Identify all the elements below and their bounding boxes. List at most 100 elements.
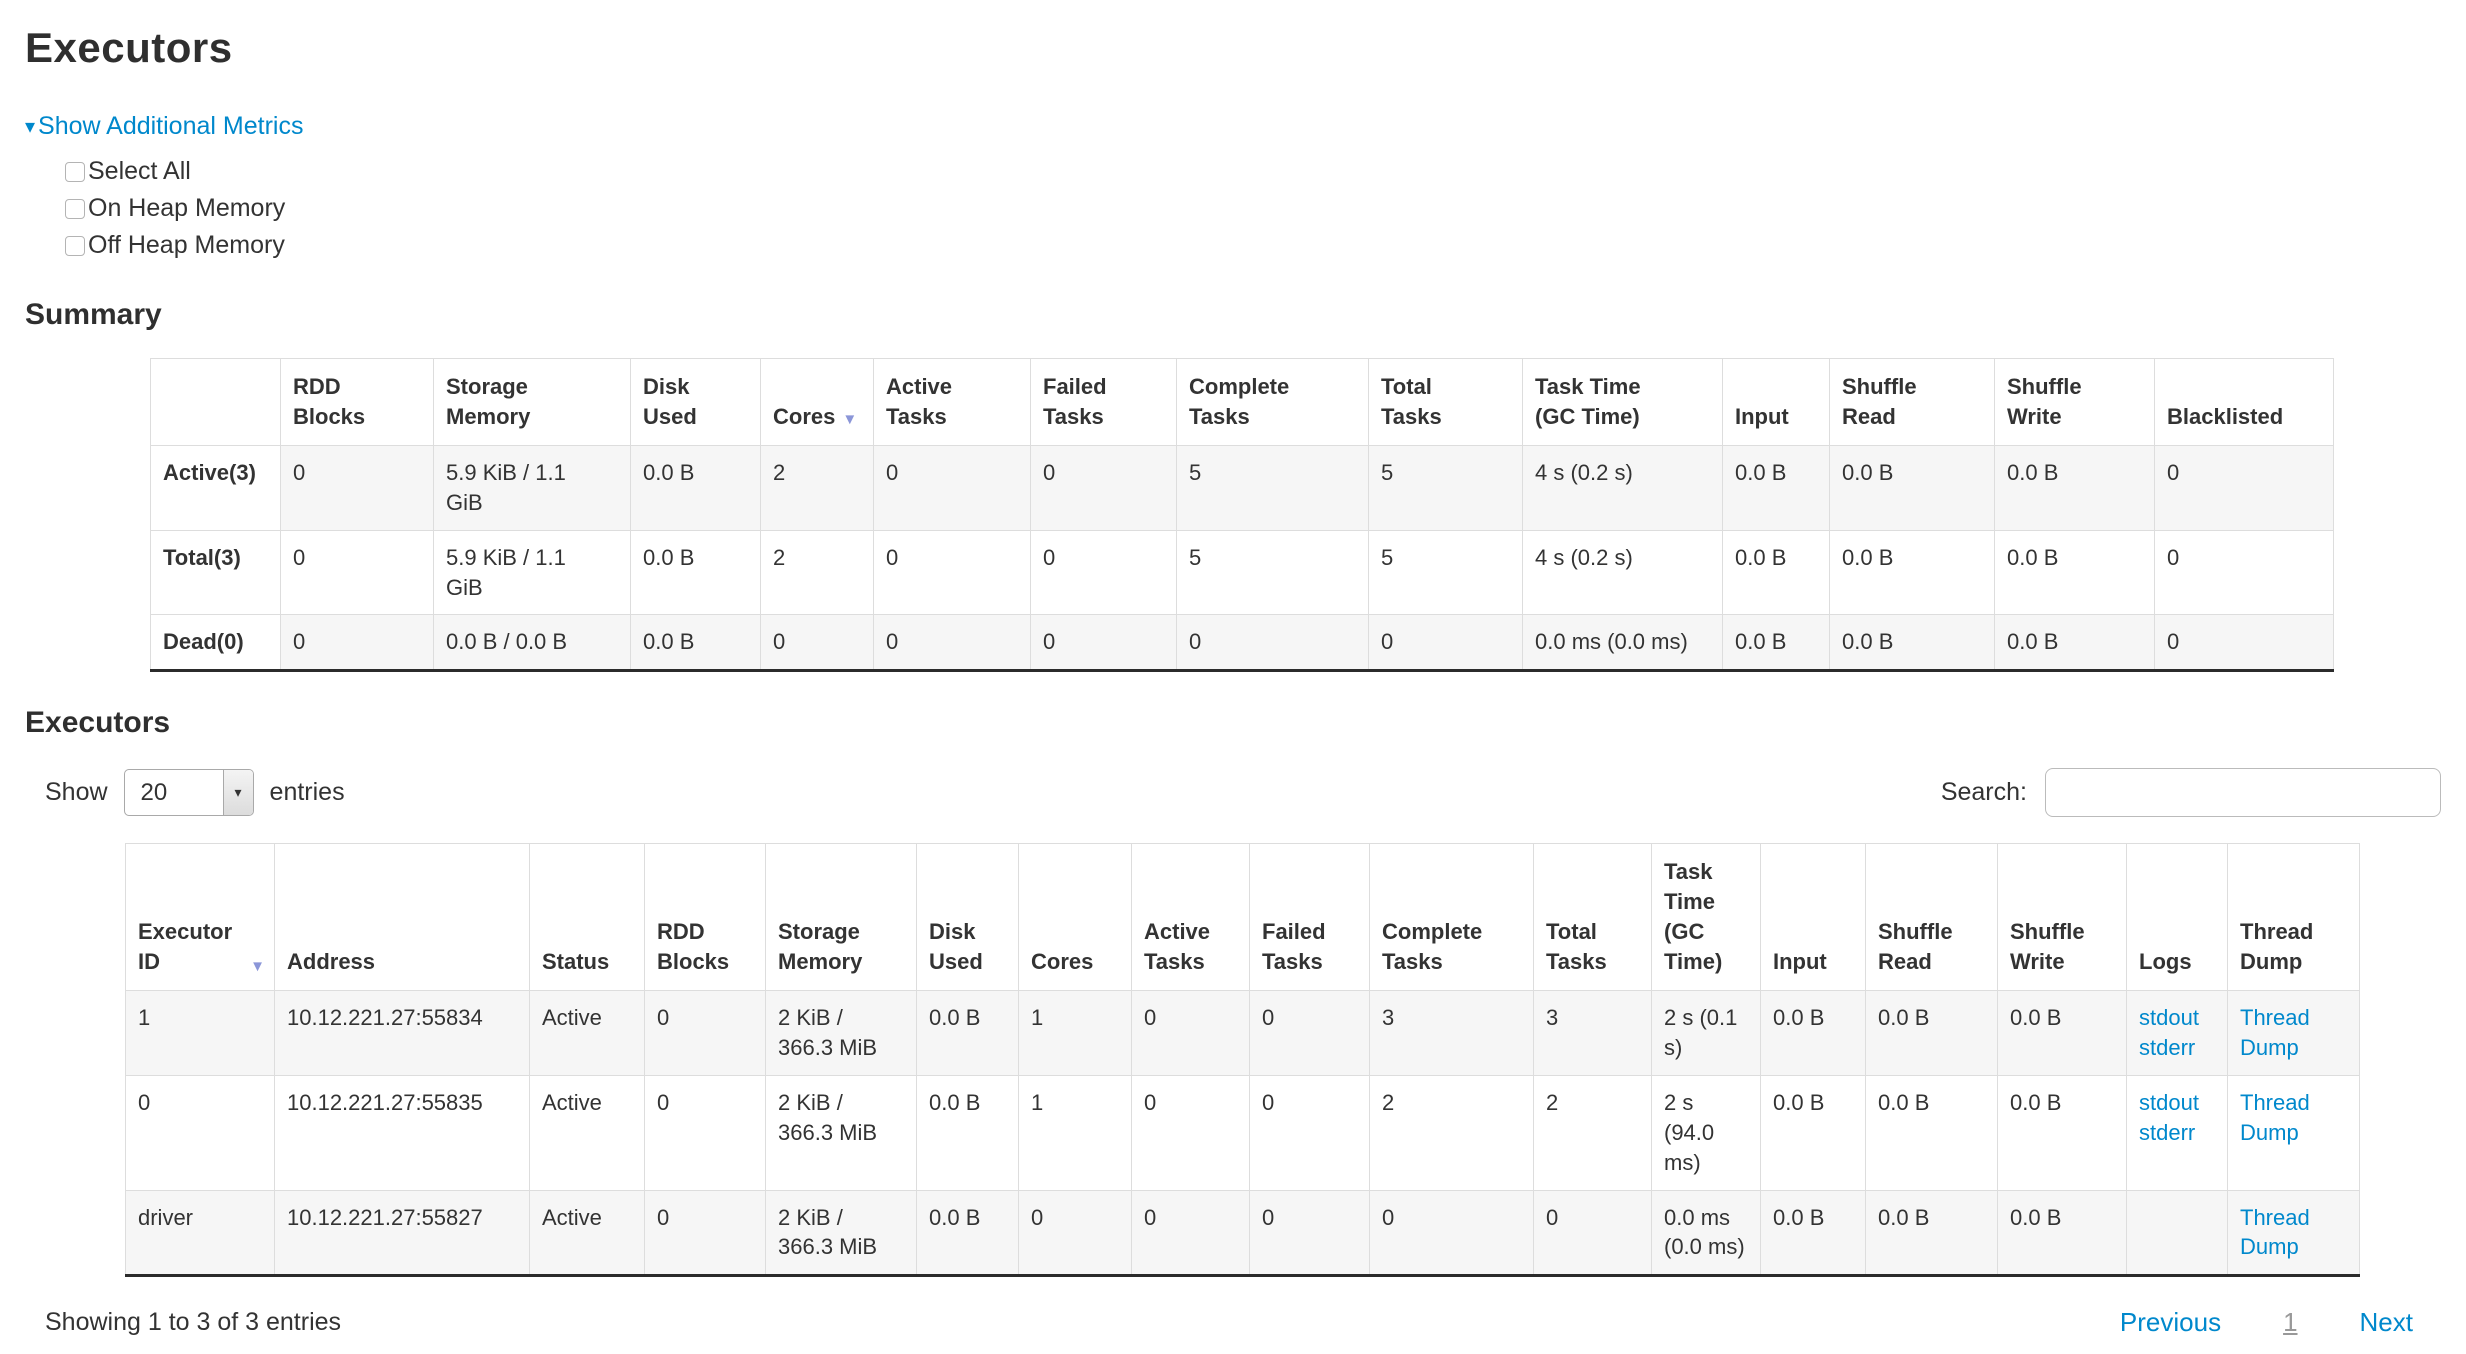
cell-value: 1 (138, 1004, 151, 1030)
table-cell: 0 (1030, 444, 1177, 531)
table-search: Search: (1941, 768, 2441, 818)
column-header[interactable]: Blacklisted (2154, 358, 2334, 446)
column-header[interactable]: Storage Memory (433, 358, 631, 446)
cell-value: 0 (1381, 629, 1394, 655)
table-cell: 0.0 B (1865, 1189, 1998, 1277)
column-header[interactable]: Cores (1018, 843, 1132, 991)
table-cell: 0.0 B (1829, 529, 1995, 616)
column-header[interactable]: Task Time (GC Time) (1522, 358, 1723, 446)
column-header[interactable]: Failed Tasks (1249, 843, 1370, 991)
cell-value: 0 (657, 1089, 670, 1115)
cell-value: 0 (1262, 1004, 1275, 1030)
table-cell: 0.0 B (1829, 444, 1995, 531)
table-cell: 0 (1249, 1189, 1370, 1277)
column-header[interactable]: Disk Used (630, 358, 761, 446)
cell-value: 2 s (94.0 ms) (1664, 1089, 1715, 1175)
column-header[interactable]: Thread Dump (2227, 843, 2360, 991)
off-heap-memory-checkbox[interactable] (65, 235, 85, 256)
column-header-label: Active Tasks (886, 374, 953, 429)
cell-value: 0.0 B (1735, 459, 1787, 485)
table-cell: 3 (1369, 989, 1534, 1076)
entries-select-wrap: 20 ▾ (123, 769, 254, 817)
cell-value: driver (138, 1204, 194, 1230)
cell-value: 0.0 B (1842, 629, 1894, 655)
checkbox-label: Select All (88, 157, 191, 185)
table-cell: 0 (644, 1189, 766, 1277)
cell-value: 0.0 B (643, 459, 695, 485)
column-header[interactable]: RDD Blocks (644, 843, 766, 991)
cell-value: 10.12.221.27:55835 (287, 1089, 483, 1115)
cell-value: 0 (1546, 1204, 1559, 1230)
column-header[interactable]: RDD Blocks (280, 358, 434, 446)
column-header[interactable]: Shuffle Write (1994, 358, 2155, 446)
previous-page-link[interactable]: Previous (2119, 1307, 2222, 1338)
column-header[interactable]: Input (1722, 358, 1830, 446)
column-header-label: Total Tasks (1381, 374, 1442, 429)
column-header-label: Failed Tasks (1262, 919, 1326, 975)
next-page-link[interactable]: Next (2359, 1307, 2413, 1338)
table-cell: 0.0 B (1865, 1074, 1998, 1191)
column-header[interactable]: Shuffle Write (1997, 843, 2127, 991)
cell-value: 0 (1189, 629, 1202, 655)
cell-value: Active (542, 1089, 602, 1115)
cell-value: 0 (1043, 544, 1056, 570)
show-additional-metrics-toggle[interactable]: ▾ Show Additional Metrics (25, 112, 303, 141)
column-header[interactable]: Shuffle Read (1829, 358, 1995, 446)
table-cell: 0.0 B (916, 989, 1019, 1076)
stdout-log-link[interactable]: stdout (2139, 1089, 2199, 1115)
cell-value: 0.0 B (1878, 1204, 1930, 1230)
thread-dump-link[interactable]: Thread Dump (2240, 1089, 2310, 1145)
cell-value: 0.0 B (929, 1204, 981, 1230)
column-header[interactable]: Storage Memory (765, 843, 917, 991)
table-cell: 0 (1249, 989, 1370, 1076)
column-header[interactable]: Active Tasks (873, 358, 1031, 446)
cell-value: 4 s (0.2 s) (1535, 459, 1633, 485)
column-header[interactable]: Cores ▼ (760, 358, 874, 446)
cell-value: 4 s (0.2 s) (1535, 544, 1633, 570)
thread-dump-cell: Thread Dump (2227, 1189, 2360, 1277)
column-header[interactable]: Task Time (GC Time) (1651, 843, 1761, 991)
executors-table: Executor ID ▼ Address Status RDD Blocks Stora… (125, 843, 2360, 1278)
column-header[interactable]: Complete Tasks (1176, 358, 1369, 446)
column-header-label: Total Tasks (1546, 919, 1607, 975)
cell-value: 0 (293, 459, 306, 485)
column-header[interactable] (150, 358, 281, 446)
select-all-checkbox[interactable] (65, 161, 85, 182)
cell-value: 0.0 B (929, 1089, 981, 1115)
chevron-down-icon: ▾ (25, 115, 36, 138)
column-header[interactable]: Logs (2126, 843, 2228, 991)
stderr-log-link[interactable]: stderr (2139, 1119, 2196, 1145)
stdout-log-link[interactable]: stdout (2139, 1004, 2199, 1030)
stderr-log-link[interactable]: stderr (2139, 1034, 2196, 1060)
cell-value: 0 (1144, 1089, 1157, 1115)
on-heap-memory-checkbox[interactable] (65, 198, 85, 219)
table-cell: 5 (1368, 444, 1523, 531)
column-header[interactable]: Executor ID ▼ (125, 843, 275, 991)
show-label: Show (45, 778, 108, 807)
column-header-label: Shuffle Write (2010, 919, 2085, 975)
table-cell: 0 (280, 529, 434, 616)
search-input[interactable] (2045, 768, 2441, 818)
page-number-link[interactable]: 1 (2283, 1307, 2298, 1338)
column-header[interactable]: Input (1760, 843, 1866, 991)
column-header[interactable]: Active Tasks (1131, 843, 1250, 991)
thread-dump-link[interactable]: Thread Dump (2240, 1204, 2310, 1260)
show-additional-metrics-label: Show Additional Metrics (38, 112, 304, 140)
column-header[interactable]: Total Tasks (1533, 843, 1652, 991)
column-header[interactable]: Failed Tasks (1030, 358, 1177, 446)
column-header[interactable]: Total Tasks (1368, 358, 1523, 446)
column-header[interactable]: Address (274, 843, 530, 991)
column-header[interactable]: Status (529, 843, 645, 991)
table-cell: 0.0 B (630, 529, 761, 616)
table-cell: 10.12.221.27:55834 (274, 989, 530, 1076)
datatable-controls: Show 20 ▾ entries Search: (45, 768, 2441, 818)
column-header[interactable]: Shuffle Read (1865, 843, 1998, 991)
summary-table: RDD Blocks Storage Memory Disk Used Cores ▼ A… (150, 358, 2334, 673)
column-header[interactable]: Disk Used (916, 843, 1019, 991)
column-header[interactable]: Complete Tasks (1369, 843, 1534, 991)
column-header-label: Complete Tasks (1189, 374, 1290, 429)
entries-select[interactable]: 20 (123, 769, 254, 817)
cell-value: 0.0 B (2010, 1004, 2062, 1030)
thread-dump-link[interactable]: Thread Dump (2240, 1004, 2310, 1060)
summary-row-label: Active(3) (150, 444, 281, 531)
